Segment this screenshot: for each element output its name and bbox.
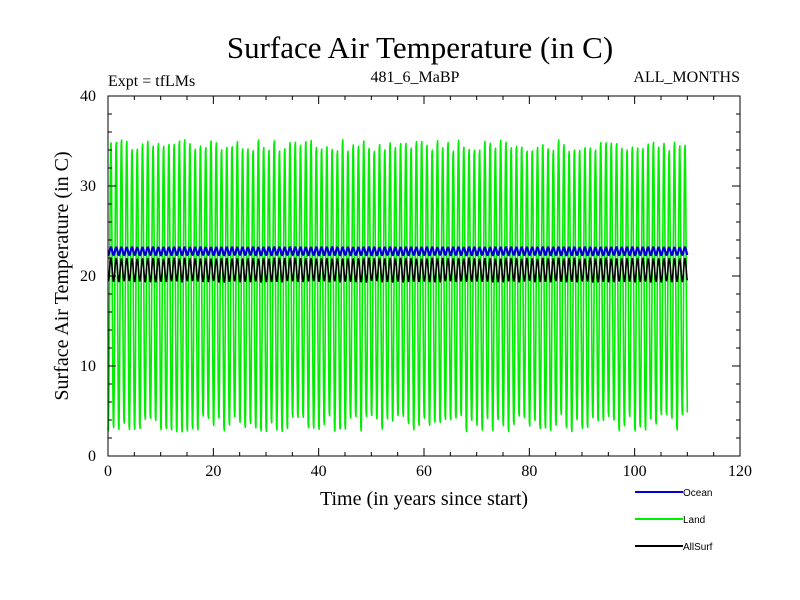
subtitle-months: ALL_MONTHS — [633, 69, 740, 86]
x-tick-label: 0 — [104, 463, 112, 480]
series-line-land — [107, 139, 689, 433]
series-layer — [107, 139, 689, 433]
x-tick-label: 100 — [623, 463, 647, 480]
legend-label-allsurf: AllSurf — [683, 542, 713, 553]
x-tick-label: 60 — [416, 463, 432, 480]
series-line-ocean — [107, 246, 689, 257]
tick-layer: 0 20 40 60 80 100 120 0 10 20 30 40 — [80, 88, 752, 480]
subtitle-run: 481_6_MaBP — [371, 69, 460, 86]
y-tick-label: 40 — [80, 88, 96, 105]
legend: Ocean Land AllSurf — [635, 488, 713, 553]
y-tick-label: 30 — [80, 178, 96, 195]
chart-title: Surface Air Temperature (in C) — [227, 30, 613, 65]
y-tick-label: 20 — [80, 268, 96, 285]
x-tick-label: 40 — [311, 463, 327, 480]
subtitle-experiment: Expt = tfLMs — [108, 73, 195, 90]
legend-label-ocean: Ocean — [683, 488, 712, 499]
series-line-allsurf — [107, 257, 689, 283]
y-tick-label: 0 — [88, 448, 96, 465]
x-tick-label: 20 — [205, 463, 221, 480]
y-tick-label: 10 — [80, 358, 96, 375]
y-axis-label: Surface Air Temperature (in C) — [51, 151, 73, 400]
x-tick-label: 120 — [728, 463, 752, 480]
legend-label-land: Land — [683, 515, 705, 526]
x-tick-label: 80 — [521, 463, 537, 480]
x-axis-label: Time (in years since start) — [320, 488, 528, 510]
